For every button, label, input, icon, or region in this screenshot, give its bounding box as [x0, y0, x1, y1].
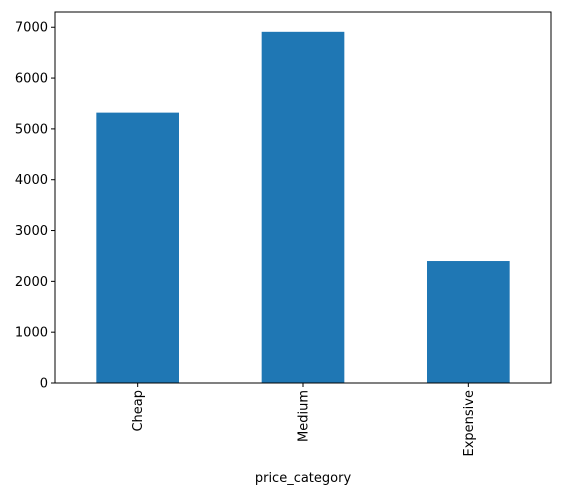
- plot-frame: [54, 11, 552, 384]
- y-tick-label: 7000: [15, 21, 48, 36]
- x-tick-label: Medium: [297, 390, 312, 442]
- y-axis: 0 1000 2000 3000 4000 5000 6000 7000: [15, 21, 55, 392]
- y-tick-label: 3000: [15, 224, 48, 239]
- x-tick-label: Expensive: [462, 390, 477, 456]
- bar-cheap: [96, 112, 179, 384]
- y-tick-label: 1000: [15, 326, 48, 341]
- x-axis: Cheap Medium Expensive: [131, 383, 477, 456]
- y-tick-label: 0: [40, 377, 48, 392]
- x-tick-label: Cheap: [131, 390, 146, 432]
- bar-medium: [261, 31, 345, 383]
- y-tick-label: 6000: [15, 72, 48, 87]
- x-axis-label: price_category: [255, 471, 352, 486]
- bars-group: [96, 31, 510, 384]
- bar-expensive: [427, 261, 510, 383]
- y-tick-label: 4000: [15, 173, 48, 188]
- y-tick-label: 2000: [15, 275, 48, 290]
- y-tick-label: 5000: [15, 122, 48, 137]
